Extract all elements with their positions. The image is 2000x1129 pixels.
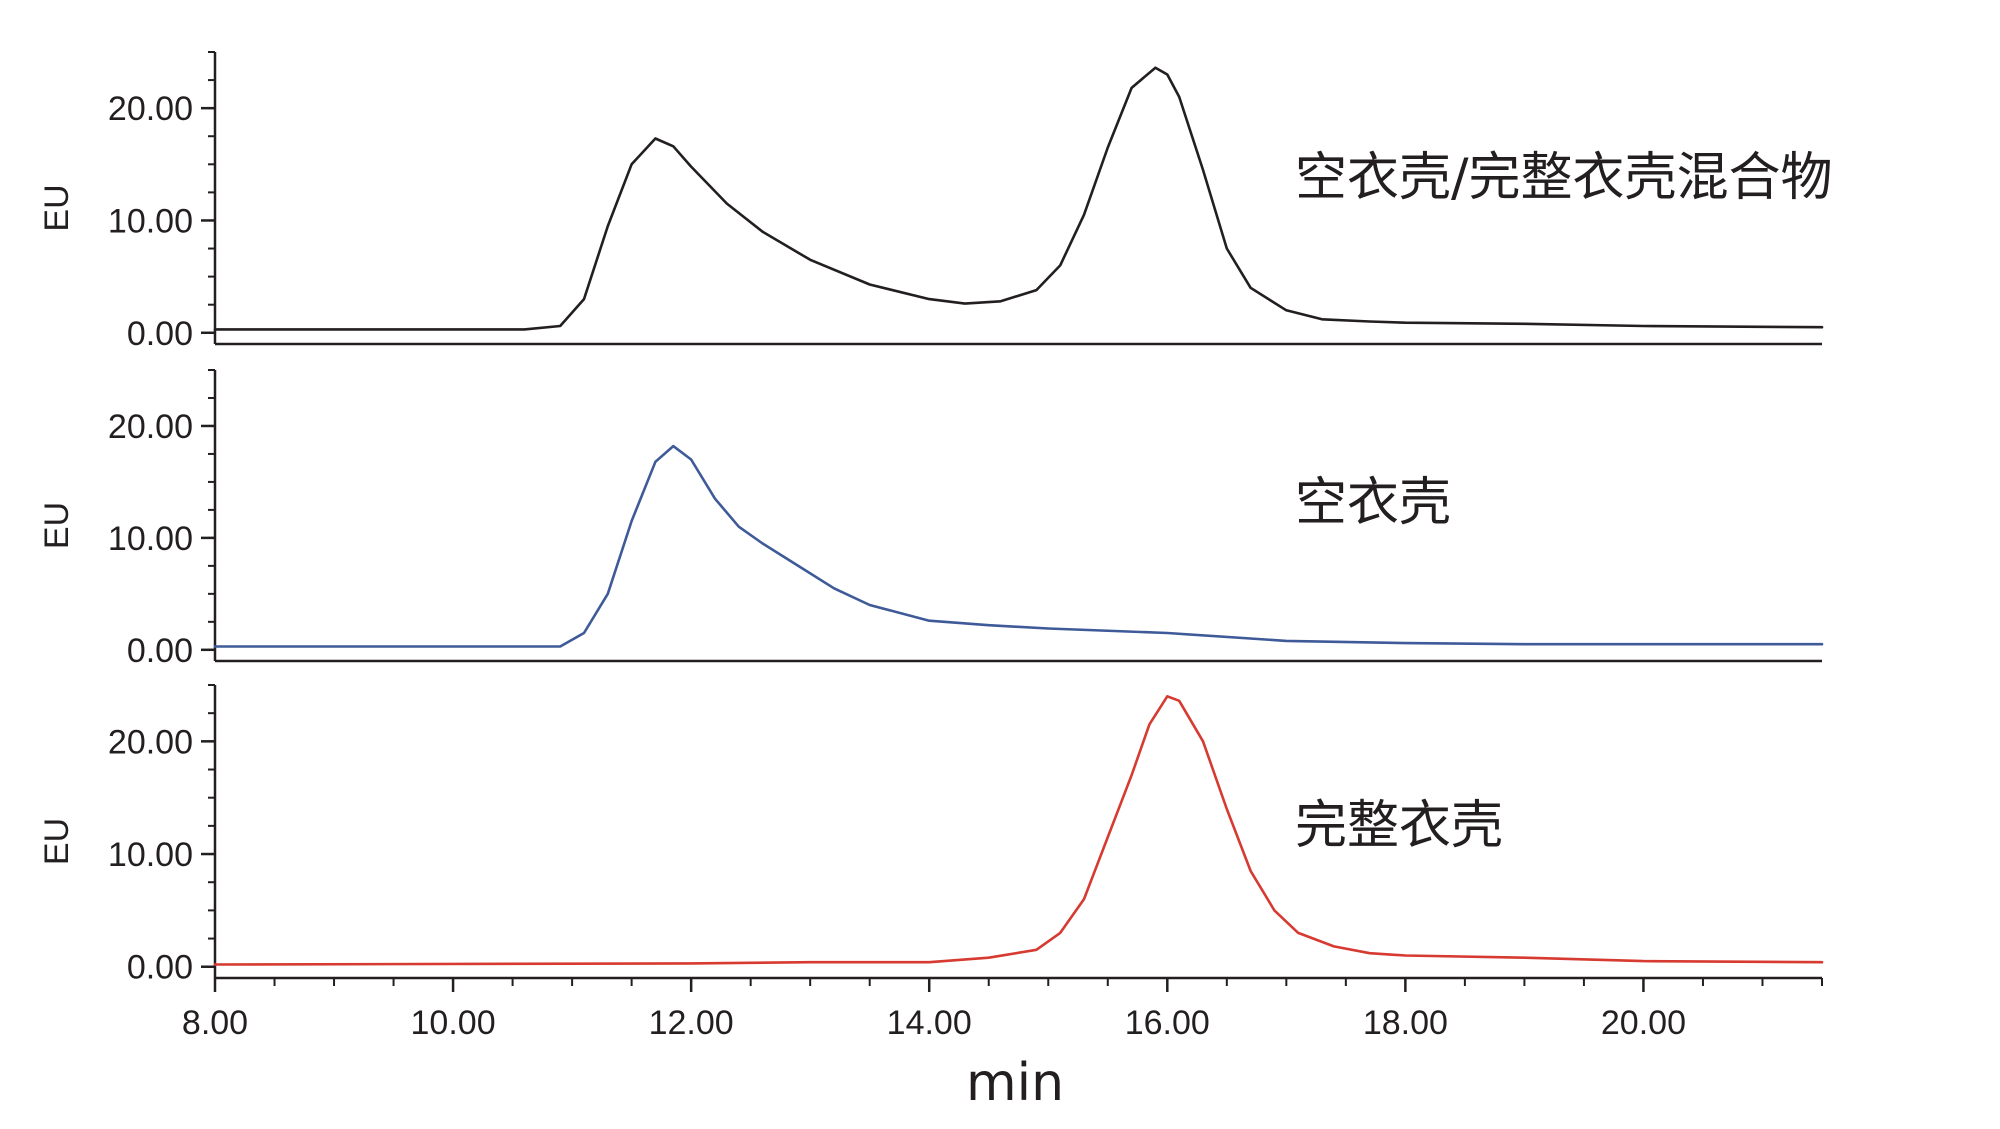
y-tick-label: 20.00 [108, 408, 193, 446]
x-tick-label: 16.00 [1125, 1004, 1210, 1042]
x-tick-label: 8.00 [182, 1004, 248, 1042]
panel-2: 0.00 10.00 20.00 EU 空衣壳 [38, 369, 1824, 670]
panel-annotation: 完整衣壳 [1295, 796, 1503, 856]
panel-1: 0.00 10.00 20.00 EU 空衣壳/完整衣壳混合物 [38, 51, 1833, 353]
panel-annotation: 空衣壳 [1295, 473, 1451, 533]
y-tick-label: 0.00 [127, 949, 193, 987]
y-tick-label: 0.00 [127, 315, 193, 353]
y-tick-label: 0.00 [127, 632, 193, 670]
y-tick-label: 10.00 [108, 202, 193, 240]
trace-line [213, 66, 1824, 331]
y-tick-label: 20.00 [108, 723, 193, 761]
x-tick-label: 10.00 [411, 1004, 496, 1042]
x-tick-label: 12.00 [649, 1004, 734, 1042]
x-axis-title: min [966, 1053, 1064, 1113]
x-tick-label: 20.00 [1601, 1004, 1686, 1042]
x-tick-label: 18.00 [1363, 1004, 1448, 1042]
panel-annotation: 空衣壳/完整衣壳混合物 [1295, 148, 1833, 208]
trace-line [213, 695, 1824, 966]
y-tick-label: 10.00 [108, 520, 193, 558]
y-axis-title: EU [38, 818, 76, 865]
y-tick-label: 10.00 [108, 836, 193, 874]
y-tick-label: 20.00 [108, 90, 193, 128]
panel-3: 0.00 10.00 20.00 EU 完整衣壳 [38, 684, 1824, 987]
y-axis-title: EU [38, 184, 76, 231]
x-tick-label: 14.00 [887, 1004, 972, 1042]
trace-line [213, 444, 1824, 648]
y-axis-title: EU [38, 502, 76, 549]
